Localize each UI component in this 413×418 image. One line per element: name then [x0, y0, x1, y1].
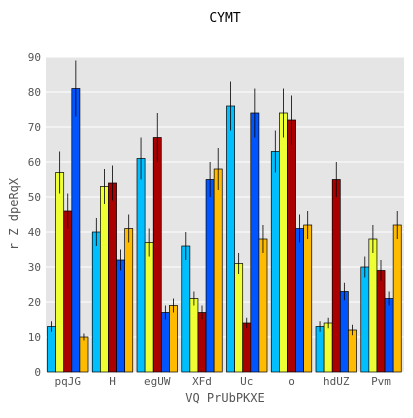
- bar: [189, 298, 199, 373]
- bar: [213, 168, 223, 373]
- bar: [226, 105, 235, 373]
- bar: [392, 224, 402, 373]
- bar: [108, 182, 117, 373]
- y-tick-label: 10: [28, 331, 41, 344]
- bar: [295, 228, 304, 373]
- x-tick-label: H: [109, 375, 116, 388]
- bar: [368, 238, 378, 373]
- x-tick-label: XFd: [192, 375, 212, 388]
- y-tick-label: 0: [34, 366, 41, 379]
- bar: [315, 326, 325, 373]
- x-tick-label: hdUZ: [323, 375, 350, 388]
- x-tick-label: egUW: [144, 375, 171, 388]
- bar: [55, 172, 65, 373]
- chart-title: CYMT: [209, 11, 240, 26]
- bar: [287, 119, 296, 373]
- bar: [242, 322, 252, 373]
- bar: [99, 186, 109, 373]
- bar: [136, 158, 146, 373]
- bar: [169, 305, 178, 373]
- bar: [181, 245, 191, 373]
- y-axis-label: r Z dpeRqX: [7, 177, 21, 250]
- error-bars: [51, 60, 398, 341]
- bar: [331, 179, 341, 373]
- bar: [152, 137, 162, 373]
- bar: [303, 224, 313, 373]
- bar: [144, 242, 154, 373]
- y-tick-label: 30: [28, 261, 41, 274]
- bar: [250, 112, 260, 373]
- y-tick-label: 50: [28, 191, 41, 204]
- bar: [279, 112, 288, 373]
- y-tick-label: 70: [28, 121, 41, 134]
- bar: [258, 238, 268, 373]
- bar: [63, 210, 73, 373]
- y-tick-label: 20: [28, 296, 41, 309]
- bar: [124, 228, 134, 373]
- x-tick-label: o: [288, 375, 295, 388]
- bar: [234, 263, 244, 373]
- x-axis-label: VQ PrUbPKXE: [185, 391, 264, 405]
- x-tick-label: Pvm: [371, 375, 391, 388]
- x-tick-label: Uc: [240, 375, 253, 388]
- bar: [384, 298, 394, 373]
- bar: [160, 312, 170, 373]
- bar: [376, 270, 386, 373]
- bar: [79, 336, 89, 373]
- bar: [205, 179, 215, 373]
- bar: [91, 231, 101, 373]
- y-tick-label: 80: [28, 86, 41, 99]
- bar: [71, 88, 81, 373]
- bar: [323, 322, 333, 373]
- x-tick-label: pqJG: [55, 375, 82, 388]
- y-tick-label: 40: [28, 226, 41, 239]
- bar: [348, 329, 357, 373]
- bar: [360, 266, 370, 373]
- bar: [197, 312, 207, 373]
- bar: [47, 326, 56, 373]
- y-axis-ticks: 0 10 20 30 40 50 60 70 80 90: [28, 51, 41, 379]
- y-tick-label: 60: [28, 156, 41, 169]
- bar: [270, 151, 280, 373]
- bar: [339, 291, 349, 373]
- bar: [116, 259, 126, 373]
- bars: [47, 88, 402, 373]
- y-tick-label: 90: [28, 51, 41, 64]
